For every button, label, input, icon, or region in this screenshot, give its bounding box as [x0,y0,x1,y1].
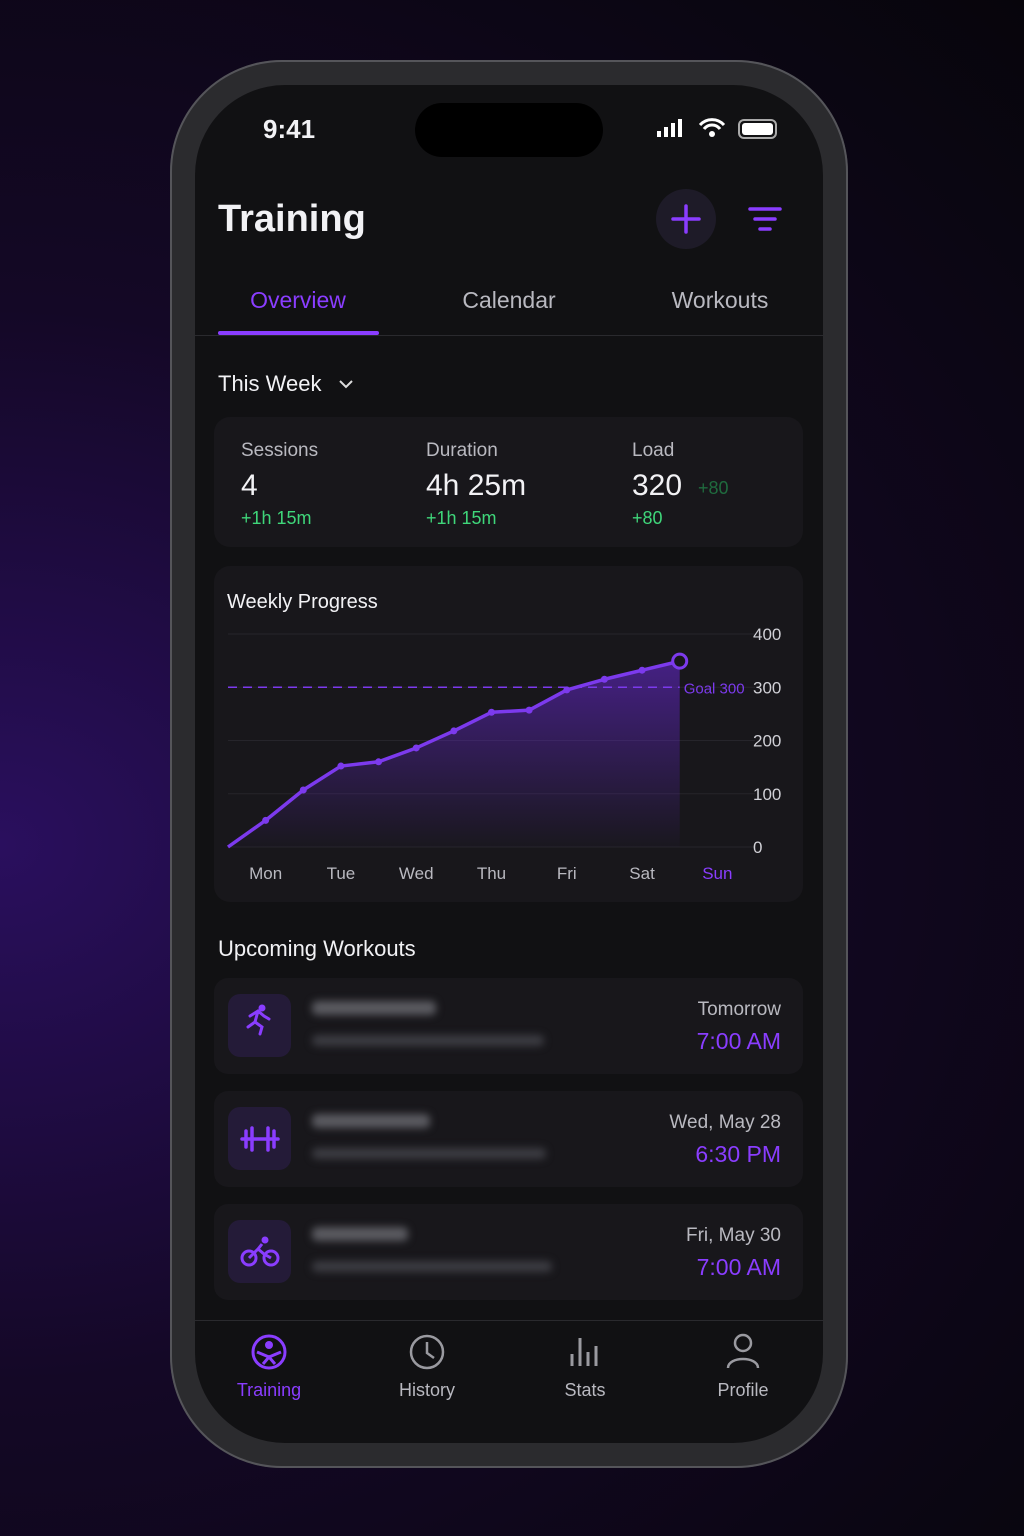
point [450,727,458,735]
workout-time: 7:00 AM [696,1028,781,1054]
tab[interactable]: Calendar [462,287,556,313]
point [488,708,495,716]
point [525,706,533,714]
workout-day: Fri, May 30 [685,1225,781,1246]
stat-badge: +80 [698,478,729,498]
stat-change: +80 [632,508,663,528]
blurred-name [312,1114,430,1128]
stat-value: 4h 25m [426,469,527,502]
period-select[interactable]: This Week [218,371,322,396]
stat-change: +1h 15m [426,508,497,528]
blurred-name [312,1001,436,1015]
workout-card[interactable] [214,1204,803,1300]
x-tick-label: Wed [399,864,434,883]
nav-item[interactable]: Stats [564,1380,606,1400]
point [638,666,646,674]
point [563,686,571,694]
x-tick-label: Fri [557,864,577,883]
section-title: Upcoming Workouts [218,936,416,961]
blurred-name [312,1227,408,1241]
workout-icon [228,994,291,1057]
chart: 0 100 200 300 400 Mon Tue Wed Thu Fri Sat Sun Goal 3… [226,625,781,883]
point [671,652,689,670]
stat-value: 4 [241,469,258,502]
nav-item[interactable]: History [398,1380,455,1400]
blurred-detail [312,1261,552,1272]
divider [195,335,823,336]
point [262,816,270,824]
y-tick-label: 300 [753,678,781,697]
goal-label: Goal 300 [684,680,745,697]
x-tick-label: Mon [249,864,282,883]
status-time: 9:41 [263,114,316,144]
blurred-detail [312,1148,546,1159]
x-tick-label: Sun [702,864,732,883]
tab[interactable]: Workouts [671,287,769,313]
stat-value: 320 [632,469,683,502]
workout-time: 7:00 AM [696,1254,781,1280]
nav-divider [195,1320,823,1321]
workout-day: Tomorrow [697,999,781,1020]
point [600,675,608,683]
nav-item[interactable]: Training [236,1380,302,1400]
stat-label: Duration [426,440,498,461]
nav-item[interactable]: Profile [717,1380,769,1400]
workout-day: Wed, May 28 [669,1112,781,1133]
point [299,786,307,794]
chevron [339,380,353,389]
icon [246,1004,271,1036]
y-tick-label: 200 [753,732,781,751]
dynamic-island [415,103,603,157]
y-tick-label: 100 [753,785,781,804]
status-icons [657,118,777,139]
workout-card[interactable] [214,978,803,1074]
x-tick-label: Sat [629,864,655,883]
stat-change: +1h 15m [241,508,312,528]
workout-card[interactable] [214,1091,803,1187]
point [375,758,383,766]
point [337,762,345,770]
workout-icon [228,1107,291,1170]
y-tick-label: 400 [753,625,781,644]
blurred-detail [312,1035,544,1046]
x-tick-label: Tue [327,864,356,883]
nav-icons [251,1333,760,1370]
x-tick-label: Thu [477,864,506,883]
chart-title: Weekly Progress [227,591,378,613]
workout-icon [228,1220,291,1283]
tab[interactable]: Overview [250,287,346,313]
y-tick-label: 0 [753,838,762,857]
stats-card [214,417,803,547]
icon [240,1126,280,1152]
page-title: Training [218,198,366,240]
area [228,661,680,847]
icon [240,1236,280,1267]
stat-label: Sessions [241,440,319,461]
workout-time: 6:30 PM [695,1141,781,1167]
header-actions[interactable] [656,189,786,249]
point [412,744,420,752]
tab-indicator [218,331,379,335]
stat-label: Load [632,440,675,461]
